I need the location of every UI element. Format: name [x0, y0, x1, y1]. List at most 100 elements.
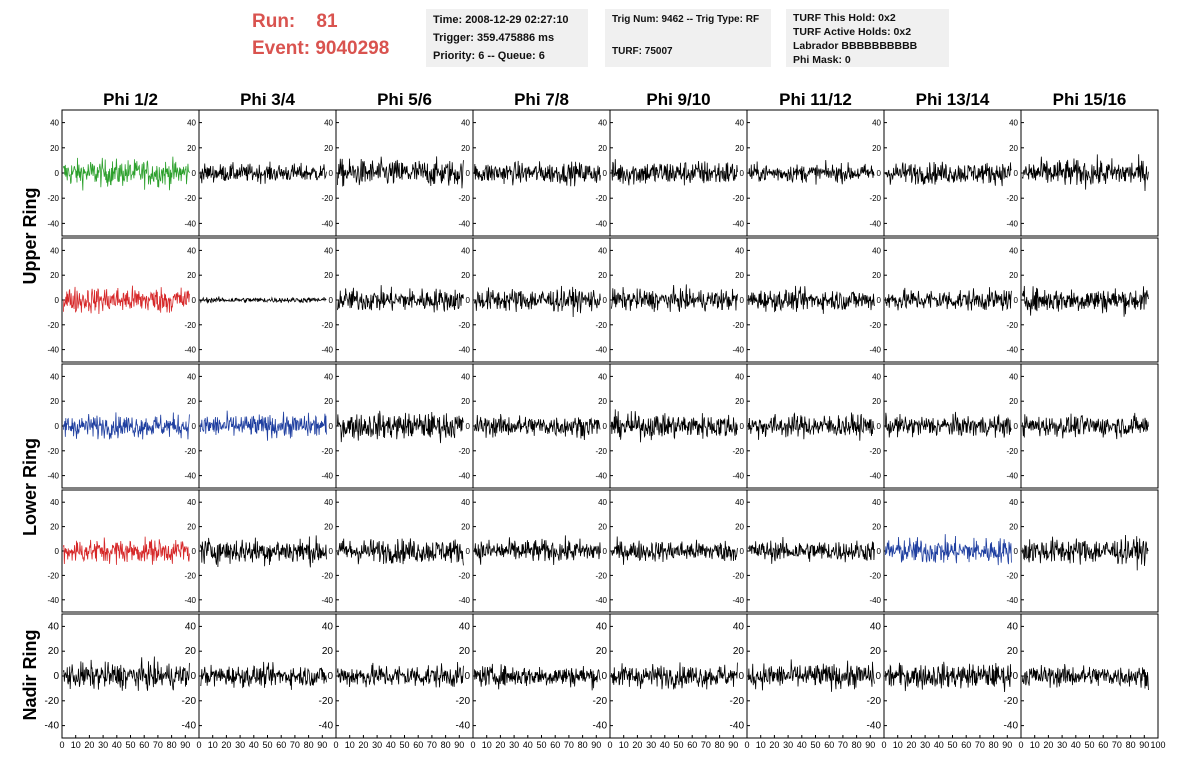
x-tick-label: 70	[701, 740, 711, 750]
x-tick-label: 80	[304, 740, 314, 750]
x-tick-label: 20	[632, 740, 642, 750]
y-tick-label: 20	[1009, 271, 1018, 280]
x-tick-label: 30	[920, 740, 930, 750]
y-tick-label: 20	[598, 144, 607, 153]
y-tick-label: 40	[461, 119, 470, 128]
y-tick-label: 0	[1014, 296, 1019, 305]
y-tick-label: -40	[732, 472, 744, 481]
y-tick-label: 40	[50, 119, 59, 128]
y-tick-label: -40	[184, 219, 196, 228]
column-header: Phi 7/8	[514, 90, 569, 109]
y-tick-label: 20	[187, 271, 196, 280]
x-tick-label: 20	[769, 740, 779, 750]
column-header: Phi 15/16	[1053, 90, 1127, 109]
waveform-trace	[62, 536, 190, 565]
y-tick-label: -20	[182, 696, 197, 707]
y-tick-label: 0	[329, 547, 334, 556]
y-tick-label: -40	[321, 596, 333, 605]
x-tick-label: 0	[607, 740, 612, 750]
x-tick-label: 20	[221, 740, 231, 750]
column-header: Phi 5/6	[377, 90, 432, 109]
x-tick-label: 40	[934, 740, 944, 750]
y-tick-label: 40	[735, 119, 744, 128]
y-tick-label: -20	[732, 321, 744, 330]
y-tick-label: 20	[187, 397, 196, 406]
y-tick-label: -20	[1006, 571, 1018, 580]
waveform-trace	[200, 661, 327, 690]
y-tick-label: 40	[598, 498, 607, 507]
y-tick-label: 0	[55, 169, 60, 178]
y-tick-label: -40	[47, 346, 59, 355]
y-tick-label: 40	[50, 372, 59, 381]
x-tick-label: 60	[550, 740, 560, 750]
column-header: Phi 11/12	[779, 90, 852, 109]
y-tick-label: -40	[45, 721, 60, 732]
y-tick-label: -40	[1006, 219, 1018, 228]
x-tick-label: 30	[1057, 740, 1067, 750]
x-tick-label: 0	[59, 740, 64, 750]
y-tick-label: -20	[869, 321, 881, 330]
y-tick-label: 0	[603, 422, 608, 431]
waveform-trace	[473, 413, 601, 441]
y-tick-label: -20	[732, 571, 744, 580]
waveform-trace	[336, 156, 464, 189]
y-tick-label: 0	[192, 422, 197, 431]
y-tick-label: 20	[735, 523, 744, 532]
x-tick-label: 80	[1126, 740, 1136, 750]
waveform-trace	[747, 659, 875, 692]
y-tick-label: -20	[1006, 194, 1018, 203]
y-tick-label: 40	[322, 621, 334, 632]
waveform-trace	[336, 538, 464, 566]
y-tick-label: 40	[872, 498, 881, 507]
y-tick-label: 0	[877, 296, 882, 305]
ring-label: Nadir Ring	[20, 629, 40, 720]
waveform-trace	[611, 159, 738, 186]
x-tick-label: 90	[1139, 740, 1149, 750]
y-tick-label: -40	[321, 472, 333, 481]
x-tick-label: 60	[824, 740, 834, 750]
priority-text: Priority: 6 -- Queue: 6	[433, 50, 545, 62]
x-tick-label: 40	[249, 740, 259, 750]
y-tick-label: 40	[187, 246, 196, 255]
waveform-trace	[336, 662, 464, 688]
y-tick-label: 0	[740, 296, 745, 305]
y-tick-label: -40	[458, 472, 470, 481]
y-tick-label: -20	[458, 194, 470, 203]
x-tick-label: 80	[852, 740, 862, 750]
y-tick-label: 40	[598, 246, 607, 255]
y-tick-label: -20	[595, 447, 607, 456]
y-tick-label: 20	[461, 397, 470, 406]
waveform-trace	[1021, 412, 1149, 440]
waveform-trace	[884, 287, 1012, 311]
y-tick-label: 20	[324, 397, 333, 406]
x-tick-label: 50	[1084, 740, 1094, 750]
y-tick-label: -20	[321, 321, 333, 330]
x-tick-label: 20	[358, 740, 368, 750]
waveform-trace	[1021, 154, 1149, 191]
y-tick-label: 40	[735, 246, 744, 255]
waveform-trace	[884, 411, 1012, 438]
x-tick-label: 80	[715, 740, 725, 750]
y-tick-label: -20	[593, 696, 608, 707]
x-tick-label: 50	[399, 740, 409, 750]
waveform-trace	[884, 661, 1012, 692]
x-tick-label: 60	[276, 740, 286, 750]
y-tick-label: -40	[321, 346, 333, 355]
y-tick-label: 20	[185, 646, 197, 657]
y-tick-label: -20	[184, 321, 196, 330]
turf-active-holds-text: TURF Active Holds: 0x2	[793, 26, 912, 38]
y-tick-label: -20	[595, 571, 607, 580]
x-tick-label: 40	[797, 740, 807, 750]
x-tick-label: 40	[112, 740, 122, 750]
x-tick-label: 30	[646, 740, 656, 750]
x-tick-label: 90	[1002, 740, 1012, 750]
x-tick-label: 70	[427, 740, 437, 750]
y-tick-label: -20	[184, 571, 196, 580]
y-tick-label: -40	[869, 219, 881, 228]
x-tick-label: 70	[1112, 740, 1122, 750]
x-tick-label: 30	[98, 740, 108, 750]
x-tick-label: 10	[71, 740, 81, 750]
y-tick-label: -20	[47, 194, 59, 203]
y-tick-label: 20	[735, 397, 744, 406]
y-tick-label: 40	[872, 119, 881, 128]
